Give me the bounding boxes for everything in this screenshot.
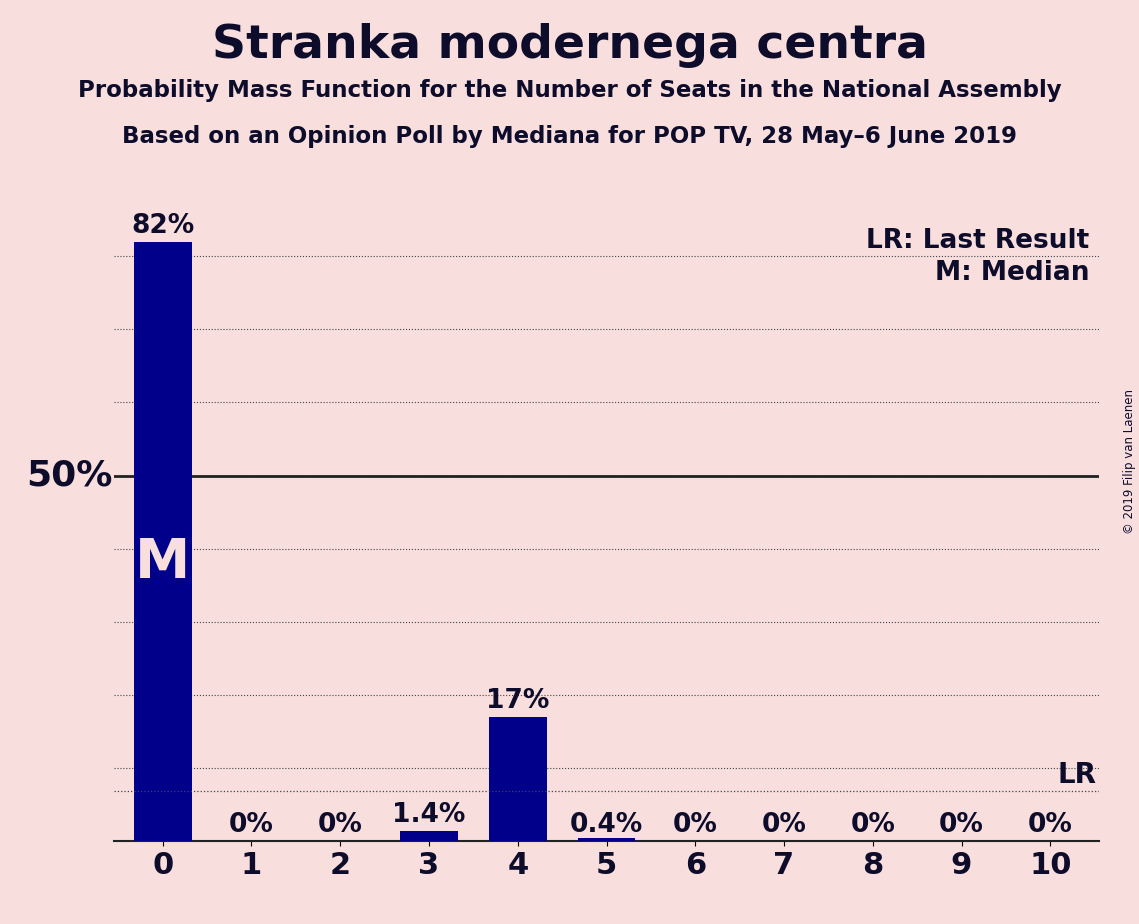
Text: Stranka modernega centra: Stranka modernega centra <box>212 23 927 68</box>
Text: 17%: 17% <box>486 687 549 713</box>
Text: 0.4%: 0.4% <box>570 812 644 838</box>
Text: LR: LR <box>1057 761 1097 789</box>
Text: 0%: 0% <box>1027 812 1073 838</box>
Bar <box>400 831 458 841</box>
Text: 0%: 0% <box>940 812 984 838</box>
Text: 0%: 0% <box>762 812 806 838</box>
Text: 0%: 0% <box>851 812 895 838</box>
Text: 0%: 0% <box>229 812 273 838</box>
Text: Probability Mass Function for the Number of Seats in the National Assembly: Probability Mass Function for the Number… <box>77 79 1062 102</box>
Bar <box>577 838 636 841</box>
Text: 0%: 0% <box>673 812 718 838</box>
Text: Based on an Opinion Poll by Mediana for POP TV, 28 May–6 June 2019: Based on an Opinion Poll by Mediana for … <box>122 125 1017 148</box>
Text: LR: Last Result: LR: Last Result <box>866 228 1089 254</box>
Bar <box>489 717 547 841</box>
Text: M: M <box>136 536 190 590</box>
Text: 0%: 0% <box>318 812 362 838</box>
Text: 50%: 50% <box>26 458 112 492</box>
Text: © 2019 Filip van Laenen: © 2019 Filip van Laenen <box>1123 390 1137 534</box>
Text: 82%: 82% <box>131 213 195 238</box>
Text: 1.4%: 1.4% <box>392 802 466 828</box>
Text: M: Median: M: Median <box>935 260 1089 286</box>
Bar <box>134 242 191 841</box>
